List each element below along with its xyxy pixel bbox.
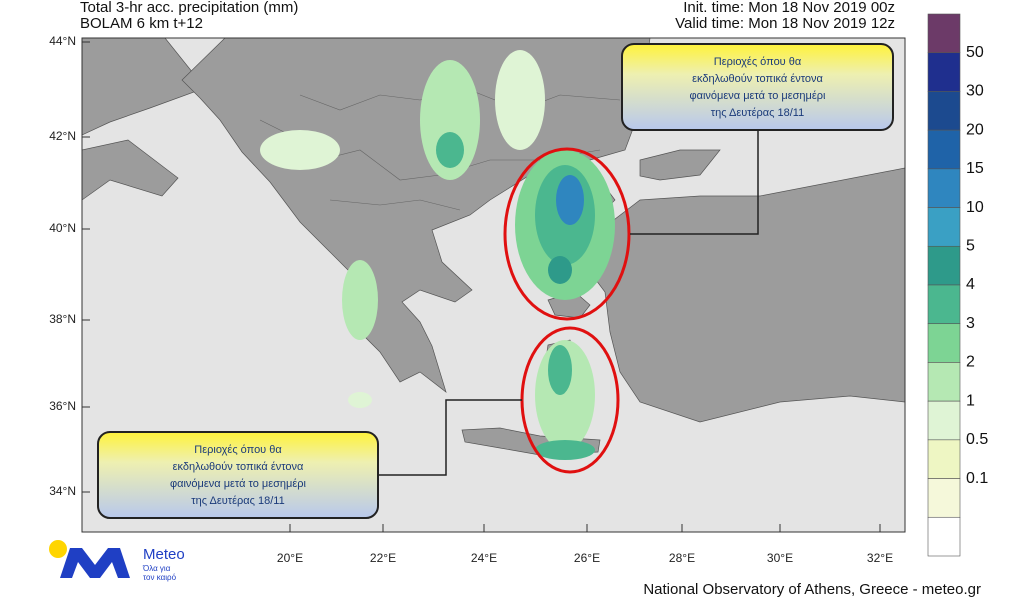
legend-label: 20 xyxy=(966,121,984,138)
callout-text: εκδηλωθούν τοπικά έντονα xyxy=(173,461,304,473)
footer: National Observatory of Athens, Greece -… xyxy=(643,581,981,598)
legend-swatch xyxy=(927,52,961,92)
init-time: Init. time: Mon 18 Nov 2019 00z xyxy=(683,0,895,16)
callout-text: φαινόμενα μετά το μεσημέρι xyxy=(689,90,826,102)
map-frame xyxy=(81,37,906,533)
legend-label: 5 xyxy=(966,238,975,255)
logo-tagline: Όλα για xyxy=(142,564,171,573)
lat-label: 44°N xyxy=(49,34,76,48)
lon-label: 24°E xyxy=(471,551,497,565)
lat-label: 42°N xyxy=(49,129,76,143)
callout-text: Περιοχές όπου θα xyxy=(714,56,802,68)
lat-label: 34°N xyxy=(49,484,76,498)
lat-label: 40°N xyxy=(49,221,76,235)
legend-swatch xyxy=(927,516,961,557)
precip xyxy=(260,50,615,460)
legend-swatch xyxy=(927,13,961,54)
callout-box xyxy=(621,43,894,131)
lon-label: 30°E xyxy=(767,551,793,565)
legend-label: 2 xyxy=(966,354,975,371)
legend-swatch xyxy=(927,245,961,286)
highlight xyxy=(503,147,631,321)
logo-mark xyxy=(60,548,130,578)
legend-label: 0.1 xyxy=(966,470,988,487)
connector xyxy=(630,130,759,235)
logo-tagline: τον καιρό xyxy=(143,573,177,582)
callout-box xyxy=(97,431,379,519)
legend-swatch xyxy=(927,478,961,518)
callout-text: της Δευτέρας 18/11 xyxy=(191,495,284,507)
lat-label: 38°N xyxy=(49,312,76,326)
legend-label: 50 xyxy=(966,44,984,61)
callout-text: φαινόμενα μετά το μεσημέρι xyxy=(170,478,307,490)
callout-text: Περιοχές όπου θα xyxy=(194,444,282,456)
lon-label: 20°E xyxy=(277,551,303,565)
legend-label: 4 xyxy=(966,276,975,293)
legend-swatch xyxy=(927,400,961,441)
legend-swatch xyxy=(927,129,961,170)
legend-label: 3 xyxy=(966,315,975,332)
logo-sun xyxy=(49,540,67,558)
legend-swatch xyxy=(927,168,961,208)
valid-time: Valid time: Mon 18 Nov 2019 12z xyxy=(675,15,895,32)
lon-label: 32°E xyxy=(867,551,893,565)
legend-swatch xyxy=(927,207,961,247)
legend-swatch xyxy=(927,439,961,479)
model: BOLAM 6 km t+12 xyxy=(80,15,203,32)
logo: Meteo Όλα για τον καιρό xyxy=(49,540,185,582)
title: Total 3-hr acc. precipitation (mm) xyxy=(80,0,298,16)
legend-swatch xyxy=(927,91,961,131)
legend-label: 0.5 xyxy=(966,431,988,448)
legend-label: 1 xyxy=(966,392,975,409)
lon-label: 26°E xyxy=(574,551,600,565)
legend-swatch xyxy=(927,284,961,325)
legend-swatch xyxy=(927,323,961,363)
legend-label: 15 xyxy=(966,160,984,177)
lat-label: 36°N xyxy=(49,399,76,413)
connector xyxy=(378,399,522,476)
logo-name: Meteo xyxy=(143,546,185,563)
legend-label: 30 xyxy=(966,83,984,100)
callout-text: εκδηλωθούν τοπικά έντονα xyxy=(692,73,823,85)
lon-label: 28°E xyxy=(669,551,695,565)
legend-swatch xyxy=(927,362,961,402)
callout-text: της Δευτέρας 18/11 xyxy=(711,107,804,119)
legend-label: 10 xyxy=(966,199,984,216)
lon-label: 22°E xyxy=(370,551,396,565)
